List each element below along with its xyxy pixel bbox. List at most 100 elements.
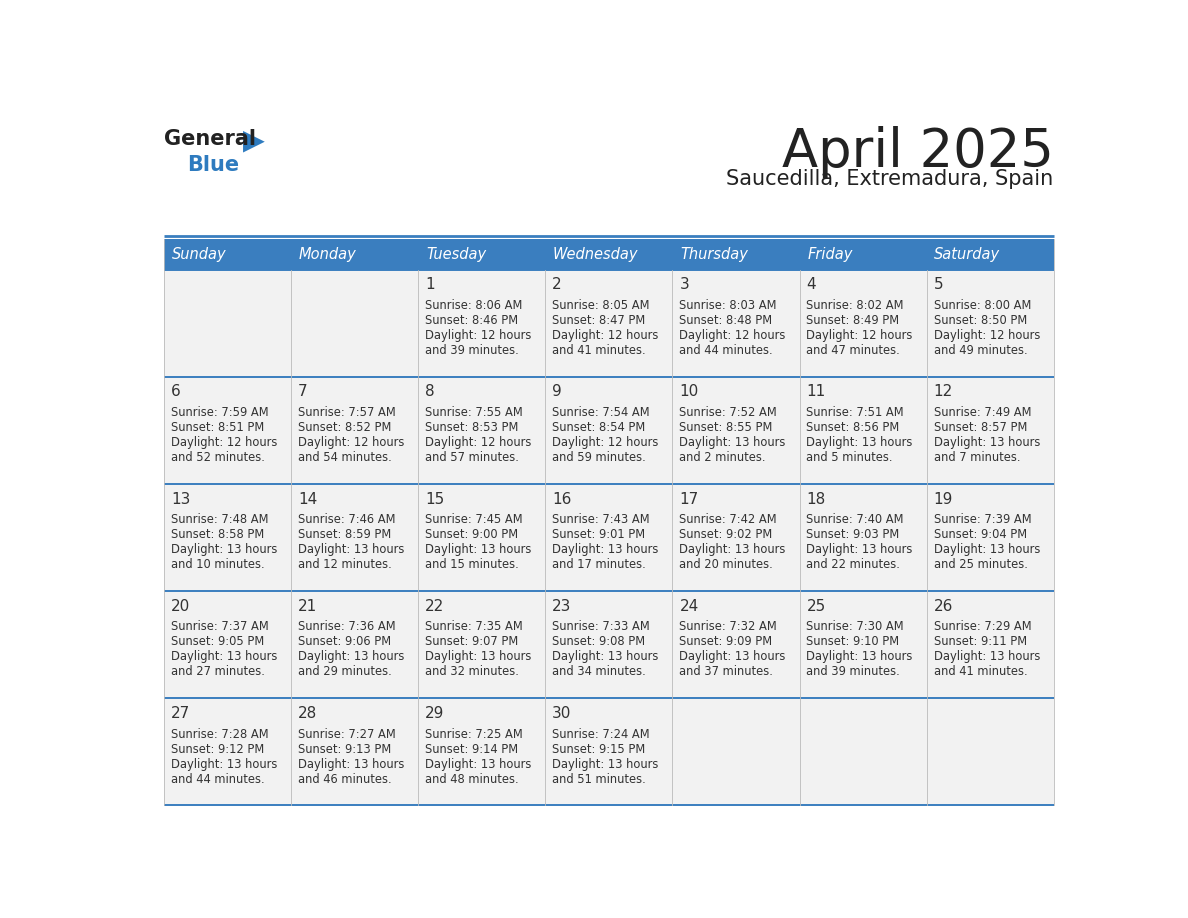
Text: 6: 6 — [171, 385, 181, 399]
Text: Daylight: 13 hours: Daylight: 13 hours — [298, 650, 404, 664]
Text: Sunset: 9:14 PM: Sunset: 9:14 PM — [425, 743, 518, 756]
Bar — [927, 699, 1054, 805]
Text: Sunrise: 7:48 AM: Sunrise: 7:48 AM — [171, 513, 268, 526]
Text: Sunrise: 7:27 AM: Sunrise: 7:27 AM — [298, 728, 396, 741]
Polygon shape — [244, 131, 265, 152]
Text: Sunrise: 7:55 AM: Sunrise: 7:55 AM — [425, 406, 523, 419]
Text: and 17 minutes.: and 17 minutes. — [552, 558, 646, 571]
Text: 12: 12 — [934, 385, 953, 399]
Text: Friday: Friday — [808, 247, 853, 262]
Text: Sunrise: 8:05 AM: Sunrise: 8:05 AM — [552, 299, 650, 312]
Text: 1: 1 — [425, 277, 435, 292]
Text: Daylight: 13 hours: Daylight: 13 hours — [934, 543, 1040, 556]
Text: 17: 17 — [680, 492, 699, 507]
Bar — [672, 699, 800, 805]
Text: Sunset: 8:54 PM: Sunset: 8:54 PM — [552, 421, 645, 434]
Text: 25: 25 — [807, 599, 826, 614]
Bar — [418, 270, 545, 376]
Bar — [291, 376, 418, 484]
Text: 14: 14 — [298, 492, 317, 507]
Text: Sunset: 9:10 PM: Sunset: 9:10 PM — [807, 635, 899, 648]
Text: Sunrise: 7:46 AM: Sunrise: 7:46 AM — [298, 513, 396, 526]
Text: and 49 minutes.: and 49 minutes. — [934, 344, 1028, 357]
Text: Sunrise: 7:35 AM: Sunrise: 7:35 AM — [425, 621, 523, 633]
Text: Sunrise: 7:24 AM: Sunrise: 7:24 AM — [552, 728, 650, 741]
Text: Daylight: 13 hours: Daylight: 13 hours — [552, 757, 658, 770]
Text: Sunset: 8:48 PM: Sunset: 8:48 PM — [680, 314, 772, 327]
Text: 23: 23 — [552, 599, 571, 614]
Text: and 32 minutes.: and 32 minutes. — [425, 666, 519, 678]
Bar — [927, 376, 1054, 484]
Text: and 29 minutes.: and 29 minutes. — [298, 666, 392, 678]
Text: 19: 19 — [934, 492, 953, 507]
Bar — [418, 376, 545, 484]
Text: Sunset: 8:52 PM: Sunset: 8:52 PM — [298, 421, 392, 434]
Text: and 51 minutes.: and 51 minutes. — [552, 773, 646, 786]
Text: and 44 minutes.: and 44 minutes. — [171, 773, 265, 786]
Text: and 5 minutes.: and 5 minutes. — [807, 451, 893, 464]
Bar — [800, 484, 927, 591]
Text: Sunset: 9:00 PM: Sunset: 9:00 PM — [425, 528, 518, 542]
Text: and 27 minutes.: and 27 minutes. — [171, 666, 265, 678]
Text: Sunset: 9:01 PM: Sunset: 9:01 PM — [552, 528, 645, 542]
Text: Sunset: 9:12 PM: Sunset: 9:12 PM — [171, 743, 264, 756]
Text: Saturday: Saturday — [934, 247, 1000, 262]
Text: Sunset: 9:03 PM: Sunset: 9:03 PM — [807, 528, 899, 542]
Bar — [291, 699, 418, 805]
Text: Daylight: 12 hours: Daylight: 12 hours — [425, 329, 531, 341]
Text: Sunset: 9:15 PM: Sunset: 9:15 PM — [552, 743, 645, 756]
Bar — [672, 270, 800, 376]
Text: Sunrise: 7:30 AM: Sunrise: 7:30 AM — [807, 621, 904, 633]
Text: and 57 minutes.: and 57 minutes. — [425, 451, 519, 464]
Text: and 34 minutes.: and 34 minutes. — [552, 666, 646, 678]
Text: Sunrise: 7:25 AM: Sunrise: 7:25 AM — [425, 728, 523, 741]
Bar — [800, 376, 927, 484]
Bar — [672, 591, 800, 699]
Text: 21: 21 — [298, 599, 317, 614]
Text: Sunrise: 7:43 AM: Sunrise: 7:43 AM — [552, 513, 650, 526]
Text: Sunrise: 7:37 AM: Sunrise: 7:37 AM — [171, 621, 268, 633]
Text: 18: 18 — [807, 492, 826, 507]
Text: 7: 7 — [298, 385, 308, 399]
Text: Daylight: 12 hours: Daylight: 12 hours — [680, 329, 785, 341]
Bar — [164, 376, 291, 484]
Text: Daylight: 13 hours: Daylight: 13 hours — [298, 543, 404, 556]
Text: Sunrise: 7:28 AM: Sunrise: 7:28 AM — [171, 728, 268, 741]
Bar — [164, 591, 291, 699]
Text: Daylight: 12 hours: Daylight: 12 hours — [298, 436, 404, 449]
Text: 8: 8 — [425, 385, 435, 399]
Text: Sunset: 8:51 PM: Sunset: 8:51 PM — [171, 421, 264, 434]
Text: and 37 minutes.: and 37 minutes. — [680, 666, 773, 678]
Text: Sunset: 9:07 PM: Sunset: 9:07 PM — [425, 635, 518, 648]
Text: Daylight: 13 hours: Daylight: 13 hours — [807, 650, 912, 664]
Text: 20: 20 — [171, 599, 190, 614]
Text: 27: 27 — [171, 706, 190, 721]
Bar — [291, 270, 418, 376]
Bar — [800, 591, 927, 699]
Text: Sunset: 8:50 PM: Sunset: 8:50 PM — [934, 314, 1026, 327]
Text: Sunrise: 7:49 AM: Sunrise: 7:49 AM — [934, 406, 1031, 419]
Text: Sunset: 8:55 PM: Sunset: 8:55 PM — [680, 421, 772, 434]
Bar — [418, 239, 545, 270]
Text: and 22 minutes.: and 22 minutes. — [807, 558, 901, 571]
Bar — [545, 591, 672, 699]
Text: 2: 2 — [552, 277, 562, 292]
Text: Sunrise: 7:51 AM: Sunrise: 7:51 AM — [807, 406, 904, 419]
Text: Sunset: 8:58 PM: Sunset: 8:58 PM — [171, 528, 264, 542]
Text: Sunset: 8:57 PM: Sunset: 8:57 PM — [934, 421, 1026, 434]
Text: April 2025: April 2025 — [782, 126, 1054, 177]
Text: Daylight: 13 hours: Daylight: 13 hours — [552, 543, 658, 556]
Text: Sunrise: 7:32 AM: Sunrise: 7:32 AM — [680, 621, 777, 633]
Text: Daylight: 13 hours: Daylight: 13 hours — [934, 650, 1040, 664]
Text: Sunset: 9:13 PM: Sunset: 9:13 PM — [298, 743, 391, 756]
Text: Daylight: 13 hours: Daylight: 13 hours — [552, 650, 658, 664]
Text: and 46 minutes.: and 46 minutes. — [298, 773, 392, 786]
Text: Wednesday: Wednesday — [554, 247, 639, 262]
Text: Sunset: 9:06 PM: Sunset: 9:06 PM — [298, 635, 391, 648]
Text: Sunday: Sunday — [172, 247, 227, 262]
Text: 10: 10 — [680, 385, 699, 399]
Text: Daylight: 13 hours: Daylight: 13 hours — [680, 650, 785, 664]
Bar — [800, 699, 927, 805]
Text: 4: 4 — [807, 277, 816, 292]
Text: Sunrise: 7:57 AM: Sunrise: 7:57 AM — [298, 406, 396, 419]
